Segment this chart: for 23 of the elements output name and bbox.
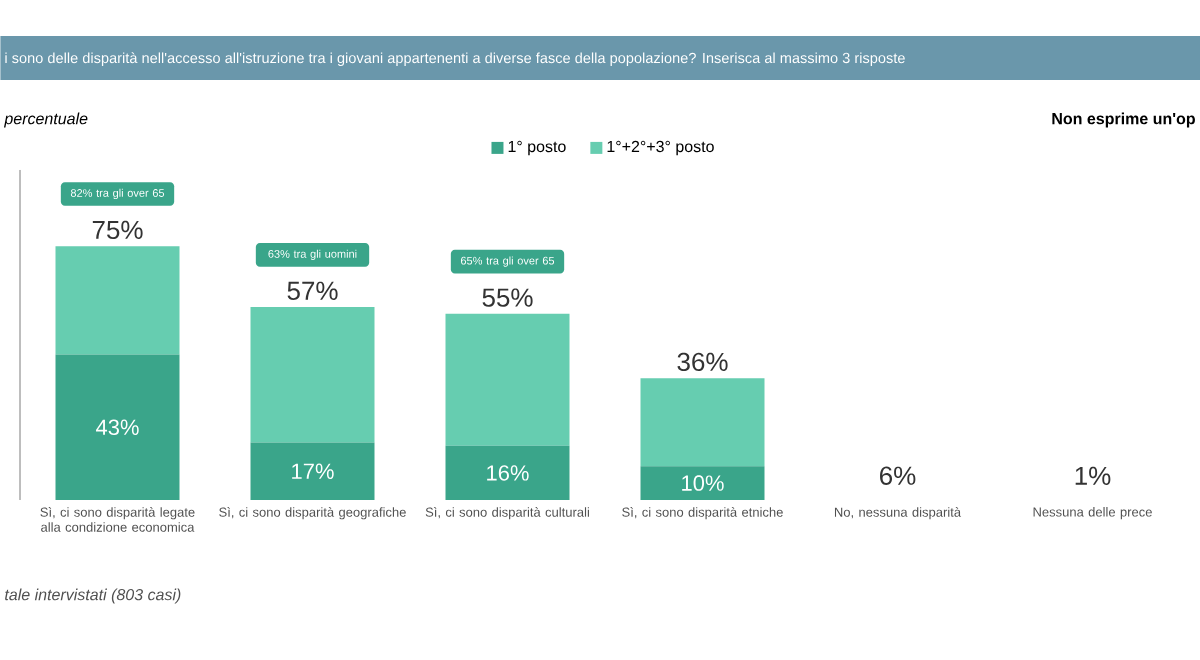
total-label: 75% <box>92 220 143 240</box>
legend-label: 1°+2°+3° posto <box>607 140 714 156</box>
chart-subtitle: percentuale <box>4 112 88 128</box>
data-label: 17% <box>292 463 334 479</box>
bar <box>445 445 570 500</box>
total-label: 57% <box>287 281 338 300</box>
bar <box>55 246 180 355</box>
bar <box>250 442 375 500</box>
data-label: 43% <box>95 419 139 436</box>
data-label: 16% <box>487 465 529 481</box>
total-label: 55% <box>482 288 533 307</box>
bar <box>55 354 180 500</box>
annotation: 6% <box>880 466 916 485</box>
text: Non esprime un'op <box>1052 112 1195 128</box>
bar <box>445 313 570 446</box>
data-label: 10% <box>682 475 724 491</box>
bar <box>250 307 375 443</box>
annotation: 1% <box>1075 466 1111 485</box>
bar <box>640 378 765 467</box>
bar <box>640 466 765 500</box>
text: tale intervistati (803 casi) <box>5 588 181 604</box>
total-label: 36% <box>677 352 728 372</box>
legend-label: 1° posto <box>508 140 566 156</box>
